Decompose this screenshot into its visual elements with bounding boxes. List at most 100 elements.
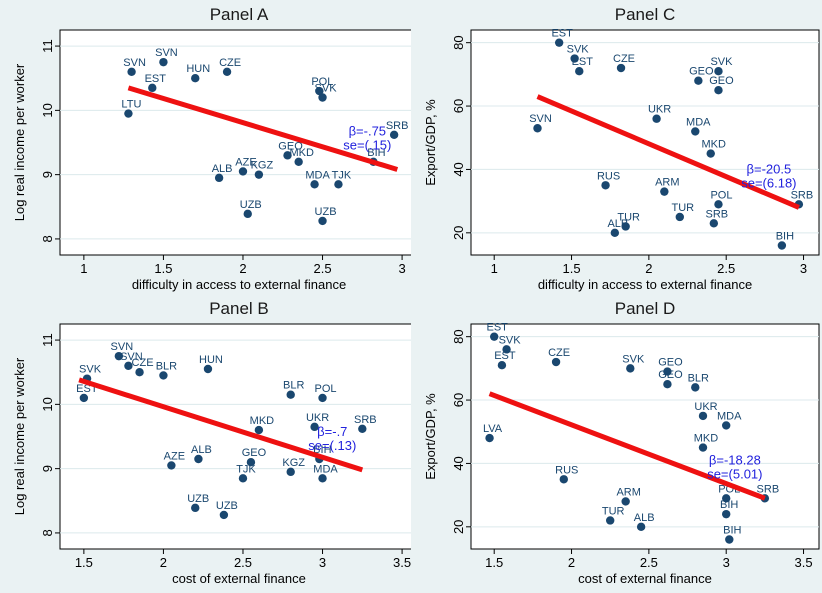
data-point	[246, 458, 256, 467]
x-tick-label: 3	[723, 555, 730, 570]
data-point	[318, 393, 327, 403]
data-point	[691, 383, 700, 392]
x-tick-label: 1	[491, 261, 498, 276]
data-point	[706, 149, 715, 158]
plot-area	[59, 29, 419, 256]
data-point	[725, 535, 734, 544]
point-label: HUN	[199, 354, 223, 366]
point-label: BIH	[367, 147, 385, 159]
data-point	[203, 364, 213, 374]
data-point	[610, 228, 620, 238]
point-label: UZB	[240, 199, 262, 211]
data-point	[318, 474, 327, 483]
point-label: BLR	[688, 372, 709, 384]
y-tick-label: 60	[451, 393, 466, 407]
point-label: BLR	[283, 380, 304, 392]
point-label: SVK	[499, 334, 522, 346]
y-tick-label: 80	[451, 35, 466, 49]
point-label: ALB	[607, 218, 628, 230]
x-tick-label: 1	[80, 261, 87, 276]
x-tick-label: 3	[398, 261, 405, 276]
data-point	[621, 222, 630, 231]
y-tick-label: 20	[451, 226, 466, 240]
point-label: EST	[494, 350, 516, 362]
point-label: MKD	[289, 147, 314, 159]
point-label: SVK	[567, 44, 590, 56]
data-point	[606, 516, 615, 525]
x-axis-label: difficulty in access to external finance	[132, 277, 346, 292]
y-tick-label: 60	[451, 99, 466, 113]
data-point	[714, 66, 723, 76]
se-annotation: se=(.13)	[308, 438, 356, 453]
point-label: CZE	[613, 53, 635, 65]
data-point	[114, 351, 124, 361]
data-point	[159, 371, 168, 380]
point-label: SVN	[123, 57, 146, 69]
point-label: BIH	[776, 230, 794, 242]
data-point	[219, 510, 229, 520]
y-axis-label: Export/GDP, %	[423, 393, 438, 480]
point-label: BIH	[720, 499, 738, 511]
x-axis-label: difficulty in access to external finance	[538, 277, 752, 292]
y-tick-label: 11	[40, 333, 55, 347]
data-point	[358, 424, 367, 433]
point-label: GEO	[689, 66, 714, 78]
point-label: SVK	[622, 353, 645, 365]
data-point	[675, 212, 684, 222]
data-point	[254, 170, 264, 179]
data-point	[660, 187, 669, 196]
data-point	[135, 368, 144, 377]
data-point	[601, 181, 610, 190]
y-axis-label: Log real income per worker	[12, 357, 27, 515]
data-point	[254, 425, 264, 435]
fit-line	[536, 94, 800, 210]
point-label: RUS	[597, 170, 620, 182]
x-tick-label: 3	[800, 261, 807, 276]
data-point	[714, 200, 723, 209]
se-annotation: se=(6.18)	[741, 175, 796, 190]
data-point	[148, 83, 157, 93]
data-point	[694, 76, 703, 85]
data-point	[485, 433, 494, 443]
data-point	[497, 360, 507, 370]
data-point	[191, 74, 200, 83]
data-point	[559, 475, 568, 484]
point-label: HUN	[186, 63, 210, 75]
x-tick-label: 1.5	[75, 555, 93, 570]
x-tick-label: 3	[319, 555, 326, 570]
point-label: LTU	[121, 99, 141, 111]
point-label: UZB	[187, 493, 209, 505]
data-point	[79, 393, 89, 403]
data-point	[570, 54, 579, 63]
point-label: EST	[551, 28, 573, 40]
data-point	[575, 66, 584, 76]
point-label: POL	[315, 383, 337, 395]
point-label: UZB	[216, 500, 238, 512]
x-tick-label: 3.5	[794, 555, 812, 570]
beta-annotation: β=-18.28	[709, 452, 761, 467]
point-label: TUR	[617, 211, 640, 223]
panel-4: Panel D 20 40 60 80 1.5 2 2.5 3 3.5 cost of extern…	[411, 294, 822, 588]
data-point	[777, 241, 787, 250]
data-point	[698, 443, 708, 452]
point-label: GEO	[658, 357, 683, 369]
point-label: SRB	[706, 208, 729, 220]
point-label: SVN	[120, 351, 143, 363]
data-point	[709, 219, 719, 228]
x-tick-label: 1.5	[154, 261, 172, 276]
data-point	[663, 380, 672, 389]
data-point	[159, 57, 168, 67]
point-label: POL	[311, 76, 333, 88]
data-point	[191, 503, 200, 513]
point-label: SVK	[79, 364, 102, 376]
data-point	[334, 180, 343, 189]
data-point	[318, 93, 327, 102]
data-point	[636, 522, 646, 532]
x-tick-label: 2.5	[640, 555, 658, 570]
point-label: CZE	[219, 57, 241, 69]
y-tick-label: 20	[451, 520, 466, 534]
point-label: UKR	[694, 401, 717, 413]
point-label: TUR	[602, 505, 625, 517]
panel-title: Panel B	[209, 299, 269, 318]
x-tick-label: 2	[239, 261, 246, 276]
